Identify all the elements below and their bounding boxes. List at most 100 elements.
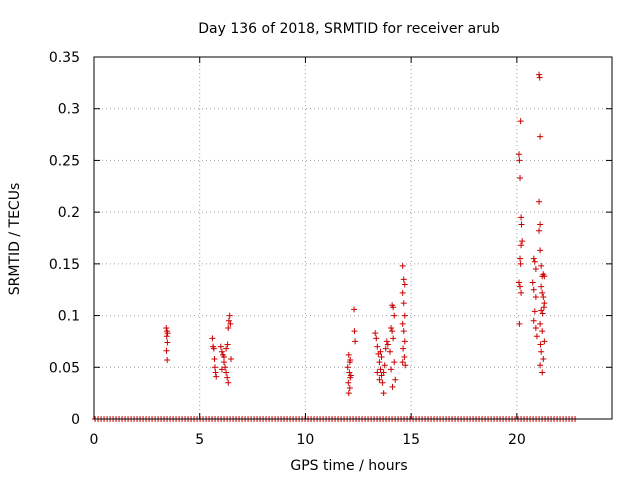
data-point [537,320,544,327]
data-point [517,260,524,267]
data-point [372,330,379,337]
data-point [390,335,397,342]
data-point [538,348,545,355]
y-tick-label: 0.35 [49,50,80,66]
data-point [401,353,408,360]
x-tick-label: 10 [297,432,315,448]
data-points [92,71,579,422]
data-point [399,262,406,269]
data-point [381,362,388,369]
data-point [539,369,546,376]
data-point [536,227,543,234]
data-point [540,304,547,311]
data-point [228,356,235,363]
data-point [377,366,384,373]
data-point [541,338,548,345]
data-point [402,362,409,369]
data-point [218,366,225,373]
data-point [531,308,538,315]
data-point [347,372,354,379]
data-point [400,276,407,283]
data-point [400,328,407,335]
y-tick-label: 0 [71,412,80,428]
data-point [516,320,523,327]
data-point [378,353,385,360]
data-point [347,357,354,364]
data-point [399,320,406,327]
data-point [536,71,543,78]
data-point [539,289,546,296]
chart-title: Day 136 of 2018, SRMTID for receiver aru… [198,21,500,37]
data-point [541,273,548,280]
y-tick-label: 0.2 [58,205,80,221]
data-point [538,262,545,269]
data-point [218,348,225,355]
data-point [399,359,406,366]
y-tick-label: 0.25 [49,153,80,169]
data-point [382,345,389,352]
data-point [224,341,231,348]
data-point [163,347,170,354]
data-point [163,324,170,331]
x-tick-label: 20 [508,432,526,448]
data-point [392,376,399,383]
data-point [211,364,218,371]
data-point [391,312,398,319]
data-point [213,373,220,380]
data-point [223,345,230,352]
data-point [537,247,544,254]
data-point [384,341,391,348]
data-point [376,376,383,383]
data-point [225,379,232,386]
data-point [400,300,407,307]
y-tick-label: 0.15 [49,257,80,273]
data-point [537,362,544,369]
x-tick-label: 5 [195,432,204,448]
data-point [536,74,543,81]
data-point [346,384,353,391]
y-tick-label: 0.05 [49,360,80,376]
axis-ticks [93,56,612,420]
data-point [517,175,524,182]
data-point [163,333,170,340]
data-point [380,390,387,397]
data-point [221,359,228,366]
data-point [225,324,232,331]
data-point [351,328,358,335]
x-axis-label: GPS time / hours [290,458,407,474]
data-point [540,356,547,363]
data-point [374,369,381,376]
data-point [223,369,230,376]
data-point [537,341,544,348]
data-point [537,133,544,140]
data-point [390,304,397,311]
data-point [401,281,408,288]
y-tick-label: 0.1 [58,309,80,325]
data-point [401,312,408,319]
data-point [352,338,359,345]
data-point [210,345,217,352]
data-point [222,364,229,371]
x-tick-label: 15 [402,432,420,448]
data-point [164,339,171,346]
tick-labels: 0 5 10 15 20 0 0.05 0.1 0.15 0.2 0.25 0.3 0.35 [49,50,526,448]
data-point [532,266,539,273]
data-point [515,279,522,286]
data-point [226,312,233,319]
data-point [164,357,171,364]
data-point [517,255,524,262]
data-point [221,353,228,360]
data-point [531,258,538,265]
data-point [517,283,524,290]
data-point [533,333,540,340]
y-tick-label: 0.3 [58,102,80,118]
data-point [399,289,406,296]
data-point [344,364,351,371]
data-point [532,324,539,331]
data-point [516,157,523,164]
data-point [227,320,234,327]
data-point [376,359,383,366]
data-point [538,283,545,290]
data-point [346,369,353,376]
data-point [388,324,395,331]
